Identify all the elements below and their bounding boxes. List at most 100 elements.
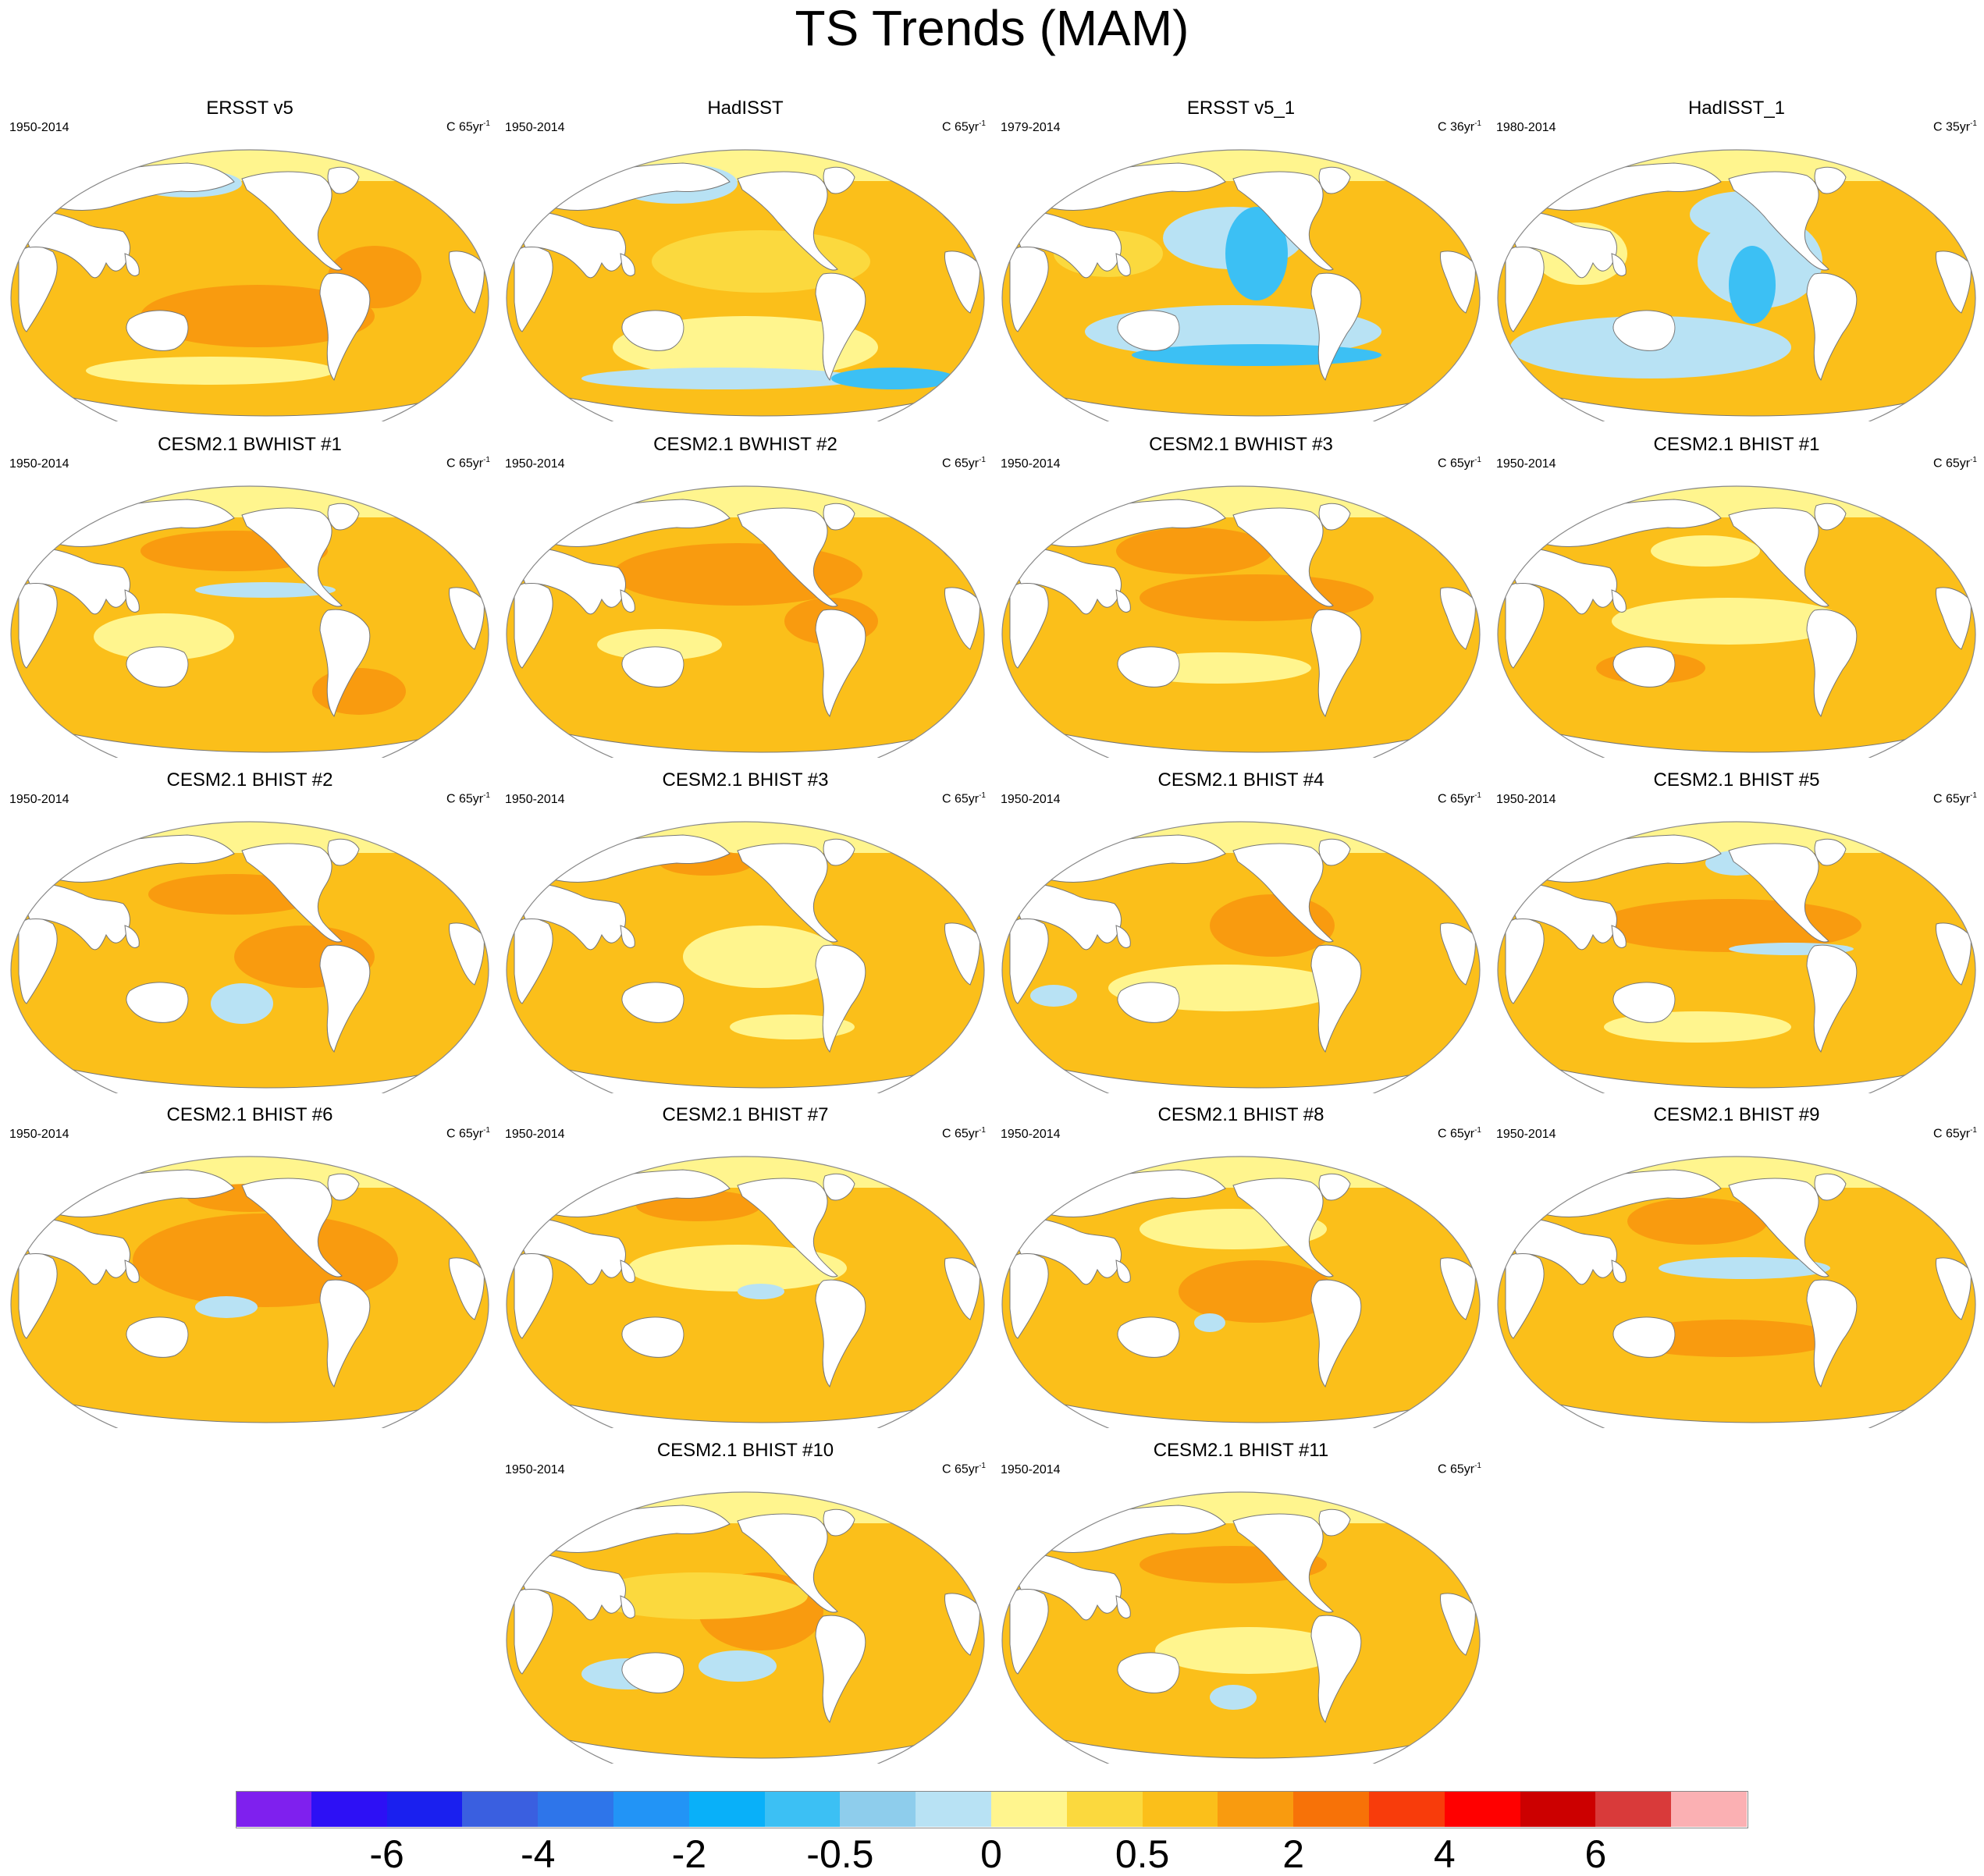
- map-border: [10, 1156, 489, 1428]
- continent-outline: [1232, 1178, 1334, 1277]
- colorbar-box: [688, 1791, 766, 1827]
- continent-outline: [1115, 253, 1131, 276]
- continent-outline: [319, 1279, 371, 1388]
- panel-title: CESM2.1 BHIST #3: [662, 769, 829, 791]
- colorbar-box: [991, 1791, 1068, 1827]
- continent-outline: [1232, 507, 1334, 607]
- map-border: [1497, 821, 1976, 1093]
- trend-anomaly-region: [628, 1245, 847, 1292]
- panel-units: C 65yr-1: [446, 456, 490, 471]
- continent-outline: [241, 171, 343, 271]
- map-border: [506, 149, 985, 421]
- continent-outline: [1117, 646, 1180, 688]
- map-border: [1497, 1156, 1976, 1428]
- map-plot: [506, 485, 985, 758]
- continent-outline: [518, 883, 626, 950]
- continent-outline: [737, 843, 838, 943]
- colorbar-box: [1218, 1791, 1295, 1827]
- continent-outline: [241, 1178, 343, 1277]
- colorbar-box: [236, 1791, 312, 1827]
- map-panel: CESM2.1 BHIST #3 1950-2014 C 65yr-1: [503, 769, 987, 1093]
- continent-outline: [1806, 944, 1858, 1053]
- map-plot: [10, 485, 489, 758]
- trend-anomaly-region: [1627, 1198, 1768, 1245]
- panel-units: C 65yr-1: [446, 119, 490, 134]
- panel-title: CESM2.1 BHIST #4: [1157, 769, 1324, 791]
- continent-outline: [1611, 253, 1627, 276]
- map-plot: [10, 1156, 489, 1428]
- panel-title: CESM2.1 BHIST #5: [1653, 769, 1820, 791]
- map-panel: CESM2.1 BHIST #6 1950-2014 C 65yr-1: [8, 1104, 492, 1428]
- trend-anomaly-region: [195, 1296, 258, 1318]
- continent-outline: [1115, 589, 1131, 613]
- panel-title: CESM2.1 BHIST #1: [1653, 434, 1820, 455]
- map-panel: CESM2.1 BHIST #7 1950-2014 C 65yr-1: [503, 1104, 987, 1428]
- colorbar-tick-label: 0.5: [1115, 1832, 1170, 1876]
- map-panel: CESM2.1 BHIST #10 1950-2014 C 65yr-1: [503, 1440, 987, 1764]
- trend-anomaly-region: [1179, 1260, 1335, 1323]
- panel-units-exponent: -1: [1474, 119, 1481, 128]
- continent-outline: [1509, 211, 1617, 279]
- colorbar-box: [840, 1791, 917, 1827]
- ocean-field: [1498, 1157, 1975, 1428]
- panel-period: 1950-2014: [1001, 1128, 1061, 1141]
- panel-units-exponent: -1: [979, 791, 986, 800]
- continent-outline: [1611, 589, 1627, 613]
- panel-units-exponent: -1: [1474, 1462, 1481, 1470]
- continent-outline: [1936, 250, 1972, 314]
- colorbar-box: [764, 1791, 841, 1827]
- panel-units-exponent: -1: [979, 119, 986, 128]
- trend-anomaly-region: [738, 1284, 784, 1299]
- continent-outline: [1814, 1173, 1847, 1201]
- panel-units-exponent: -1: [483, 1126, 490, 1135]
- continent-outline: [621, 1316, 684, 1358]
- map-border: [1497, 485, 1976, 758]
- map-border: [506, 1491, 985, 1764]
- panel-period: 1950-2014: [1496, 457, 1556, 471]
- panel-units-text: C 65yr: [941, 457, 980, 471]
- panel-units: C 65yr-1: [942, 1126, 986, 1141]
- ocean-field: [1002, 150, 1480, 421]
- map-plot: [1001, 485, 1481, 758]
- panel-period: 1950-2014: [505, 457, 565, 471]
- colorbar-box: [1293, 1791, 1370, 1827]
- panel-units-text: C 65yr: [446, 120, 484, 134]
- continent-outline: [1440, 1593, 1476, 1656]
- continent-outline: [737, 171, 838, 271]
- continent-outline: [1612, 1316, 1676, 1358]
- trend-anomaly-region: [1651, 535, 1760, 567]
- colorbar-box: [1671, 1791, 1748, 1827]
- continent-outline: [449, 1257, 485, 1320]
- continent-outline: [1310, 944, 1362, 1053]
- map-border: [1001, 485, 1481, 758]
- map-border: [1001, 1156, 1481, 1428]
- continent-outline: [621, 310, 684, 351]
- continent-outline: [815, 609, 866, 718]
- panel-title: CESM2.1 BHIST #2: [166, 769, 333, 791]
- panel-units: C 65yr-1: [446, 1126, 490, 1141]
- continent-outline: [518, 1218, 626, 1285]
- map-panel: CESM2.1 BHIST #4 1950-2014 C 65yr-1: [999, 769, 1483, 1093]
- panel-units: C 65yr-1: [942, 456, 986, 471]
- continent-outline: [823, 166, 855, 194]
- panel-units-text: C 65yr: [446, 457, 484, 471]
- continent-outline: [737, 507, 838, 607]
- continent-outline: [1936, 922, 1972, 986]
- panel-title: CESM2.1 BWHIST #3: [1149, 434, 1333, 455]
- panel-units-text: C 65yr: [446, 1127, 484, 1141]
- continent-outline: [1509, 883, 1617, 950]
- panel-units: C 65yr-1: [1438, 791, 1481, 806]
- panel-units-exponent: -1: [483, 456, 490, 464]
- trend-anomaly-region: [1210, 1685, 1257, 1710]
- panel-units-text: C 35yr: [1932, 120, 1971, 134]
- trend-anomaly-region: [195, 582, 336, 598]
- panel-units-exponent: -1: [483, 791, 490, 800]
- continent-outline: [1310, 272, 1362, 382]
- colorbar-tick-label: -0.5: [806, 1832, 874, 1876]
- panel-period: 1950-2014: [9, 121, 69, 134]
- map-panel: ERSST v5 1950-2014 C 65yr-1: [8, 98, 492, 421]
- continent-outline: [1310, 609, 1362, 718]
- continent-outline: [823, 503, 855, 531]
- panel-period: 1979-2014: [1001, 121, 1061, 134]
- map-plot: [1497, 1156, 1976, 1428]
